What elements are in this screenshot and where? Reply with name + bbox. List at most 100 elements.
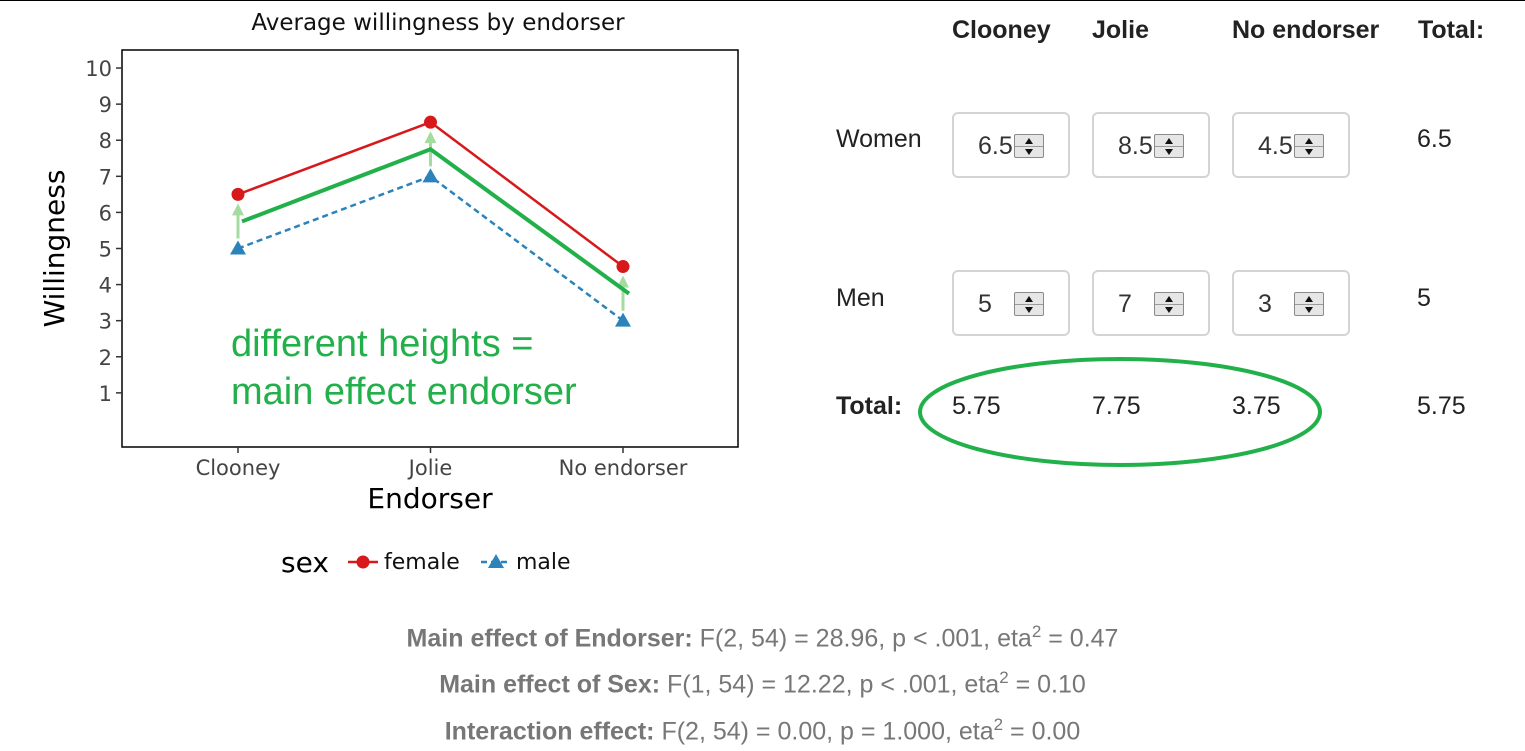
increment-button[interactable] xyxy=(1155,293,1183,305)
arrow-up-icon xyxy=(1025,295,1033,302)
y-tick-label: 9 xyxy=(99,93,112,117)
stat-sup: 2 xyxy=(993,714,1004,734)
total-clooney: 5.75 xyxy=(952,392,1001,420)
decrement-button[interactable] xyxy=(1295,146,1323,157)
spinner-arrows[interactable] xyxy=(1294,292,1324,316)
spinner-arrows[interactable] xyxy=(1154,134,1184,158)
increment-button[interactable] xyxy=(1155,135,1183,147)
legend: sex female male xyxy=(281,546,571,579)
x-axis-label: Endorser xyxy=(367,482,493,515)
spinner-arrows[interactable] xyxy=(1014,134,1044,158)
stat-label: Interaction effect: xyxy=(444,716,655,745)
spinner-arrows[interactable] xyxy=(1294,134,1324,158)
stat-line-sex: Main effect of Sex: F(1, 54) = 12.22, p … xyxy=(0,658,1525,704)
spin-value: 8.5 xyxy=(1118,132,1153,160)
men-clooney-input[interactable]: 5 xyxy=(952,270,1070,336)
arrow-up-icon xyxy=(1305,295,1313,302)
spin-value: 4.5 xyxy=(1258,132,1293,160)
spin-value: 5 xyxy=(978,290,992,318)
spinner-arrows[interactable] xyxy=(1014,292,1044,316)
stat-sup: 2 xyxy=(999,668,1009,688)
chart-svg: Average willingness by endorser 1 2 3 4 5 6 7 8 9… xyxy=(38,10,739,579)
anova-results: Main effect of Endorser: F(2, 54) = 28.9… xyxy=(0,612,1525,751)
increment-button[interactable] xyxy=(1295,293,1323,305)
col-header-clooney: Clooney xyxy=(952,16,1051,44)
decrement-button[interactable] xyxy=(1155,304,1183,315)
point-male xyxy=(422,168,439,183)
arrow-down-icon xyxy=(1025,306,1033,313)
arrow-up-icon xyxy=(1165,137,1173,144)
annotation: different heights = main effect endorser xyxy=(231,323,577,413)
stat-text: F(2, 54) = 0.00, p = 1.000, eta xyxy=(661,716,994,745)
point-male xyxy=(230,240,246,255)
arrow-up-icon xyxy=(1305,137,1313,144)
legend-title: sex xyxy=(281,546,329,579)
legend-label-male: male xyxy=(516,550,571,575)
arrow-down-icon xyxy=(1165,306,1173,313)
annotation-line: main effect endorser xyxy=(231,371,577,413)
top-rule xyxy=(0,0,1525,1)
row-label-women: Women xyxy=(836,125,922,153)
y-axis-label: Willingness xyxy=(38,170,71,328)
stat-tail: = 0.00 xyxy=(1003,716,1081,745)
total-jolie: 7.75 xyxy=(1092,392,1141,420)
x-tick-label: Jolie xyxy=(407,456,453,480)
stat-sup: 2 xyxy=(1031,622,1042,641)
row-label-men: Men xyxy=(836,284,885,312)
marginal-means-line xyxy=(241,146,631,296)
spinner-arrows[interactable] xyxy=(1154,292,1184,316)
spin-value: 3 xyxy=(1258,290,1272,318)
y-tick-label: 4 xyxy=(99,274,112,298)
x-tick-label: No endorser xyxy=(559,456,688,480)
y-tick-label: 10 xyxy=(85,57,112,81)
row-label-total: Total: xyxy=(836,392,903,420)
stat-label: Main effect of Sex: xyxy=(439,670,661,699)
men-no-endorser-input[interactable]: 3 xyxy=(1232,270,1350,336)
point-female xyxy=(424,115,437,129)
total-no-endorser: 3.75 xyxy=(1232,392,1281,420)
highlight-ellipse xyxy=(918,357,1322,467)
highlight-ellipse-svg xyxy=(918,357,1322,467)
increment-button[interactable] xyxy=(1295,135,1323,147)
men-jolie-input[interactable]: 7 xyxy=(1092,270,1210,336)
stat-line-endorser: Main effect of Endorser: F(2, 54) = 28.9… xyxy=(0,612,1525,658)
increment-button[interactable] xyxy=(1015,293,1043,305)
decrement-button[interactable] xyxy=(1015,146,1043,157)
stat-line-interaction: Interaction effect: F(2, 54) = 0.00, p =… xyxy=(0,705,1525,751)
interaction-chart: Average willingness by endorser 1 2 3 4 5 6 7 8 9… xyxy=(0,0,760,600)
women-no-endorser-input[interactable]: 4.5 xyxy=(1232,112,1350,178)
decrement-button[interactable] xyxy=(1015,304,1043,315)
women-jolie-input[interactable]: 8.5 xyxy=(1092,112,1210,178)
stat-tail: = 0.47 xyxy=(1041,624,1119,653)
y-tick-label: 3 xyxy=(99,310,112,334)
difference-arrow-head xyxy=(424,131,437,144)
difference-arrow-head xyxy=(232,203,244,216)
arrow-down-icon xyxy=(1305,148,1313,155)
legend-key-point-male xyxy=(488,554,504,568)
spin-value: 7 xyxy=(1118,290,1132,318)
increment-button[interactable] xyxy=(1015,135,1043,147)
arrow-up-icon xyxy=(1165,295,1173,302)
col-header-jolie: Jolie xyxy=(1092,16,1149,44)
men-total: 5 xyxy=(1417,284,1431,312)
y-tick-label: 6 xyxy=(99,201,112,225)
women-clooney-input[interactable]: 6.5 xyxy=(952,112,1070,178)
arrow-down-icon xyxy=(1025,148,1033,155)
x-tick-label: Clooney xyxy=(196,456,281,480)
decrement-button[interactable] xyxy=(1295,304,1323,315)
annotation-line: different heights = xyxy=(231,323,533,365)
legend-key-point-female xyxy=(356,555,370,569)
y-tick-label: 7 xyxy=(99,165,112,189)
y-tick-label: 5 xyxy=(99,238,112,262)
women-total: 6.5 xyxy=(1417,125,1452,153)
arrow-down-icon xyxy=(1305,306,1313,313)
point-female xyxy=(231,187,245,201)
stat-text: F(1, 54) = 12.22, p < .001, eta xyxy=(667,670,1000,699)
legend-label-female: female xyxy=(384,550,460,575)
difference-arrow-head xyxy=(617,275,629,288)
arrow-up-icon xyxy=(1025,137,1033,144)
decrement-button[interactable] xyxy=(1155,146,1183,157)
y-tick-label: 8 xyxy=(99,129,112,153)
point-male xyxy=(615,312,631,327)
grand-total: 5.75 xyxy=(1417,392,1466,420)
